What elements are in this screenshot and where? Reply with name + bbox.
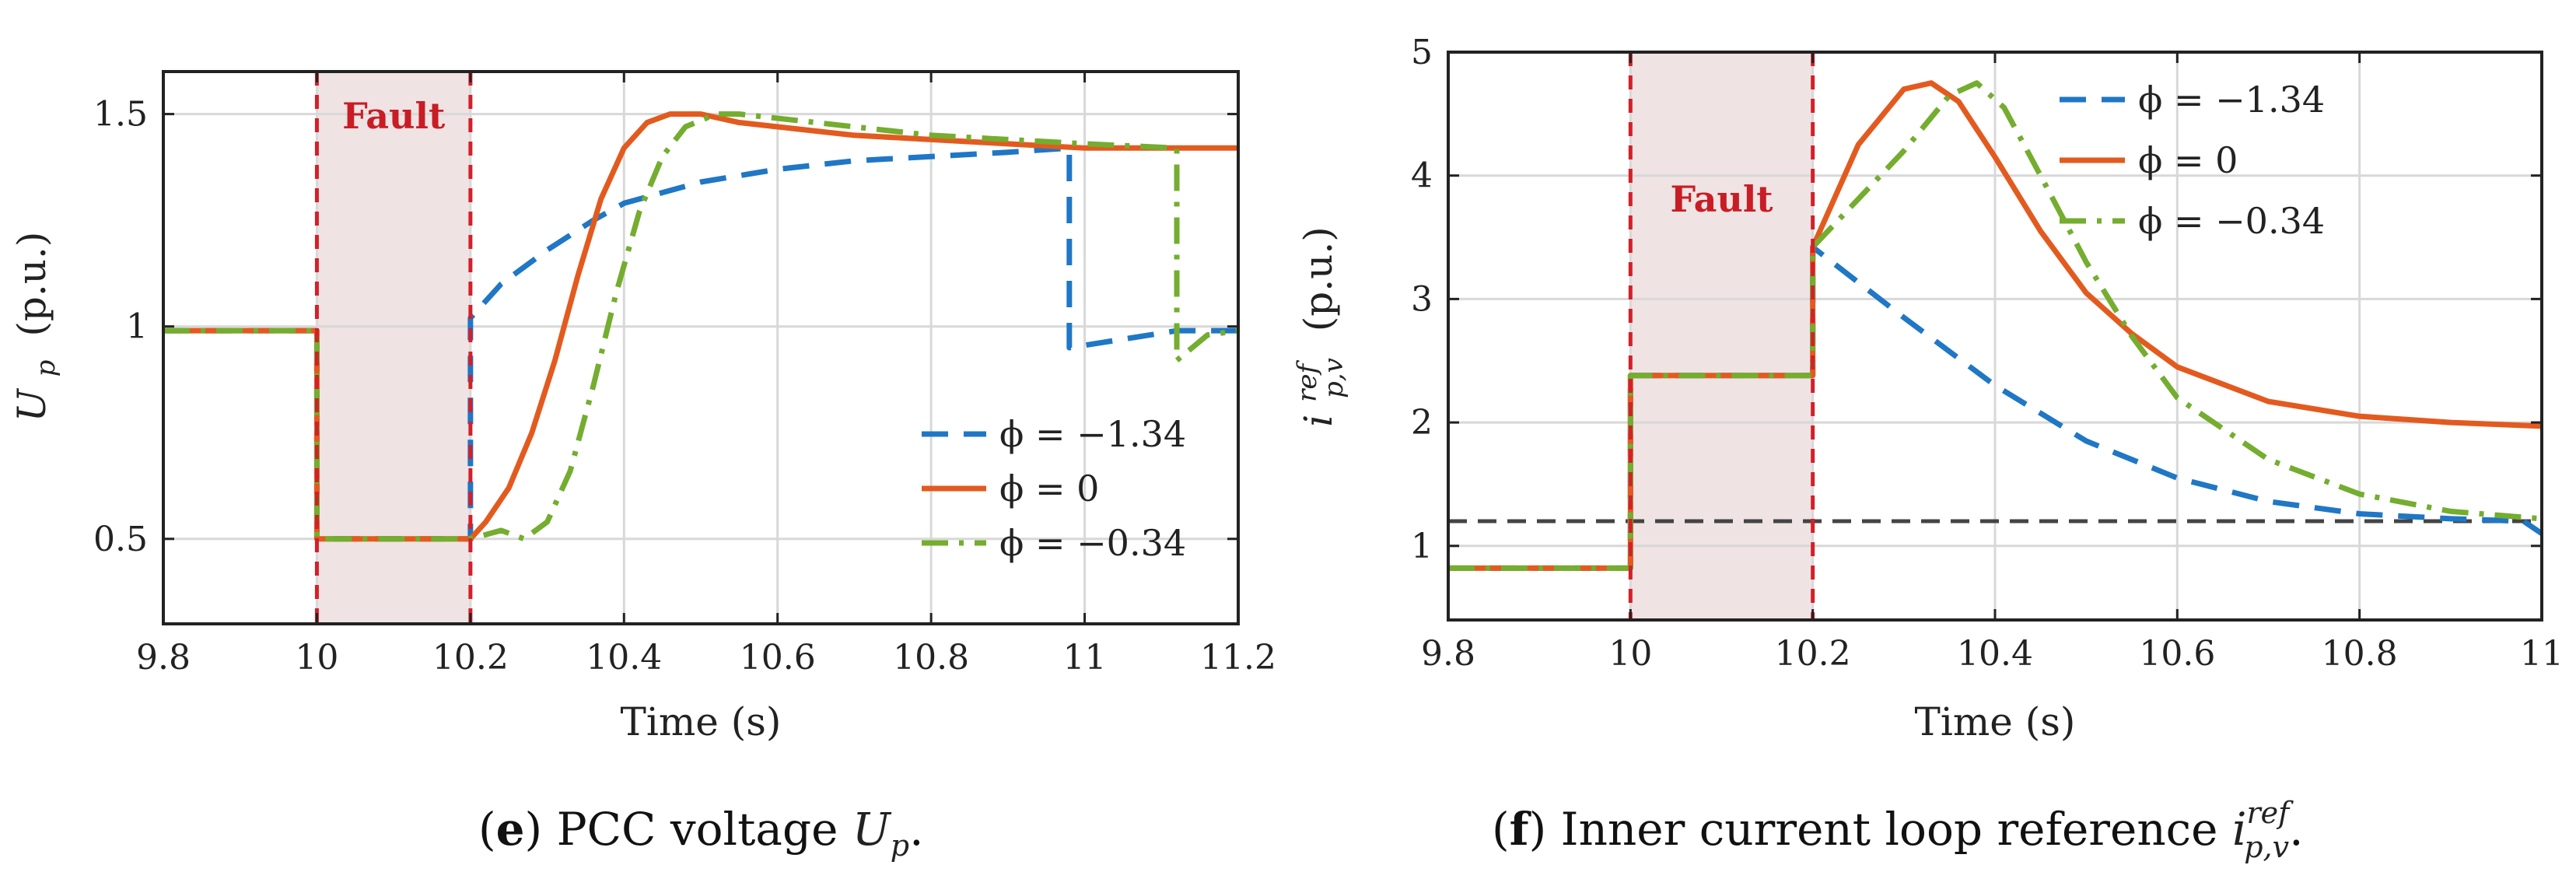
x-tick-label-6: 11 <box>2520 634 2564 674</box>
caption-e: (e) PCC voltage Up. <box>478 803 924 863</box>
y-axis-label: i ref p,v (p.u.) <box>1280 226 1352 426</box>
fault-label: Fault <box>342 95 446 137</box>
y-tick-label-1: 2 <box>1411 403 1433 443</box>
x-tick-label-6: 11 <box>1063 638 1107 678</box>
y-tick-label-4: 5 <box>1411 33 1433 72</box>
fault-band <box>317 72 471 624</box>
caption-f: (f) Inner current loop reference iref p,v… <box>1492 796 2304 864</box>
plot-frame <box>162 70 1240 625</box>
y-label-subscript: p <box>30 360 61 377</box>
fault-window-rect <box>1630 52 1813 620</box>
caption-letter-e: e <box>496 803 525 856</box>
caption-close-paren: ) <box>1529 803 1547 856</box>
caption-suffix-e: . <box>909 803 923 856</box>
x-tick-label-1: 10 <box>1608 634 1652 674</box>
x-tick-label-4: 10.6 <box>2139 634 2215 674</box>
legend: ϕ = −1.34 ϕ = 0 ϕ = −0.34 <box>922 413 1186 564</box>
tick-marks <box>1447 51 2543 620</box>
caption-open-paren: ( <box>1492 803 1510 856</box>
x-tick-label-0: 9.8 <box>136 638 191 678</box>
chart-e: 9.8 10 10.2 10.4 10.6 10.8 11 11.2 0.5 1 1.5 Fault… <box>9 70 1276 744</box>
y-label-superscript: ref <box>1292 359 1323 401</box>
legend-label-phi-0: ϕ = 0 <box>999 468 1099 510</box>
x-axis-label: Time (s) <box>621 699 782 744</box>
tick-labels: 9.8 10 10.2 10.4 10.6 10.8 11 11.2 0.5 1 1.5 <box>93 95 1276 678</box>
y-tick-label-0: 0.5 <box>93 520 148 559</box>
series-group <box>1448 80 2543 571</box>
x-tick-label-4: 10.6 <box>740 638 816 678</box>
y-tick-label-2: 3 <box>1411 279 1433 319</box>
y-tick-label-1: 1 <box>126 307 148 347</box>
caption-text-f: Inner current loop reference <box>1546 803 2232 856</box>
y-label-symbol: i <box>1296 415 1341 427</box>
caption-close-paren: ) <box>525 803 543 856</box>
y-tick-label-0: 1 <box>1411 527 1433 566</box>
y-axis-label: U p (p.u.) <box>9 232 64 422</box>
x-axis-label: Time (s) <box>1915 699 2076 744</box>
axis-box <box>162 70 1240 625</box>
fault-markers <box>1628 52 1815 620</box>
x-tick-label-3: 10.4 <box>1957 634 2033 674</box>
caption-suffix-f: . <box>2289 803 2303 856</box>
caption-text-e: PCC voltage <box>542 803 852 856</box>
tick-marks <box>162 72 1240 624</box>
caption-subscript-e: p <box>891 828 909 863</box>
legend-label-phi-neg-1-34: ϕ = −1.34 <box>2138 79 2325 121</box>
legend-label-phi-0: ϕ = 0 <box>2138 139 2238 181</box>
y-tick-label-3: 4 <box>1411 156 1433 196</box>
series-line-1 <box>163 111 1238 542</box>
x-tick-label-0: 9.8 <box>1421 634 1475 674</box>
legend-label-phi-neg-1-34: ϕ = −1.34 <box>999 413 1186 455</box>
legend: ϕ = −1.34 ϕ = 0 ϕ = −0.34 <box>2060 79 2325 242</box>
caption-open-paren: ( <box>478 803 496 856</box>
series-group <box>163 111 1239 542</box>
x-tick-label-2: 10.2 <box>1775 634 1851 674</box>
caption-letter-f: f <box>1510 803 1532 856</box>
y-label-unit: (p.u.) <box>1296 226 1341 331</box>
series-line-0 <box>163 145 1238 542</box>
y-label-symbol: U <box>9 387 54 422</box>
x-tick-label-5: 10.8 <box>893 638 969 678</box>
caption-symbol-f: i <box>2232 803 2247 856</box>
series-line-1 <box>1448 80 2543 571</box>
legend-label-phi-neg-0-34: ϕ = −0.34 <box>999 522 1186 564</box>
series-line-2 <box>1448 80 2543 571</box>
x-tick-label-5: 10.8 <box>2322 634 2398 674</box>
fault-band <box>1630 52 1813 620</box>
x-tick-label-3: 10.4 <box>586 638 662 678</box>
fault-label: Fault <box>1670 178 1773 220</box>
caption-subscript-f: p,v <box>2244 830 2289 864</box>
series-line-2 <box>163 111 1239 542</box>
x-tick-label-1: 10 <box>295 638 338 678</box>
x-tick-label-7: 11.2 <box>1200 638 1276 678</box>
caption-superscript-f: ref <box>2247 796 2294 830</box>
series-line-0 <box>1448 244 2543 571</box>
legend-label-phi-neg-0-34: ϕ = −0.34 <box>2138 200 2325 242</box>
y-tick-label-2: 1.5 <box>93 95 148 135</box>
x-tick-label-2: 10.2 <box>432 638 509 678</box>
y-label-subscript: p,v <box>1318 358 1349 398</box>
fault-window-rect <box>317 72 471 624</box>
caption-symbol-e: U <box>852 803 892 856</box>
y-label-unit: (p.u.) <box>9 232 54 337</box>
